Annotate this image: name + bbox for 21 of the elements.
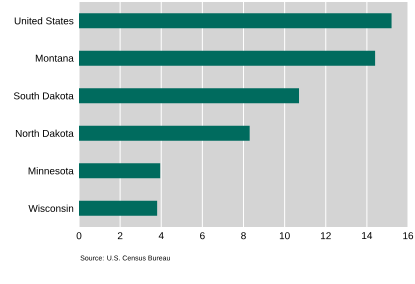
y-tick-label: North Dakota [16, 130, 74, 137]
x-tick-label: 0 [76, 232, 82, 240]
x-tick-label: 4 [158, 232, 164, 240]
bar [79, 50, 376, 66]
y-tick-label: Wisconsin [28, 204, 74, 212]
y-tick-label: Montana [36, 54, 74, 62]
x-tick-label: 14 [362, 232, 372, 240]
y-tick-label: United States [14, 17, 74, 24]
bar [79, 163, 160, 178]
bar [79, 88, 300, 104]
bar [79, 13, 392, 28]
x-tick-label: 12 [320, 232, 331, 240]
x-tick-label: 6 [200, 232, 205, 240]
x-tick-label: 2 [118, 232, 122, 240]
bar [79, 126, 250, 141]
y-tick-label: South Dakota [14, 92, 74, 100]
x-tick-label: 10 [280, 232, 290, 240]
x-tick-label: 8 [241, 232, 246, 240]
bar [79, 200, 158, 216]
y-tick-label: Minnesota [28, 167, 74, 174]
x-tick-label: 16 [403, 232, 414, 240]
